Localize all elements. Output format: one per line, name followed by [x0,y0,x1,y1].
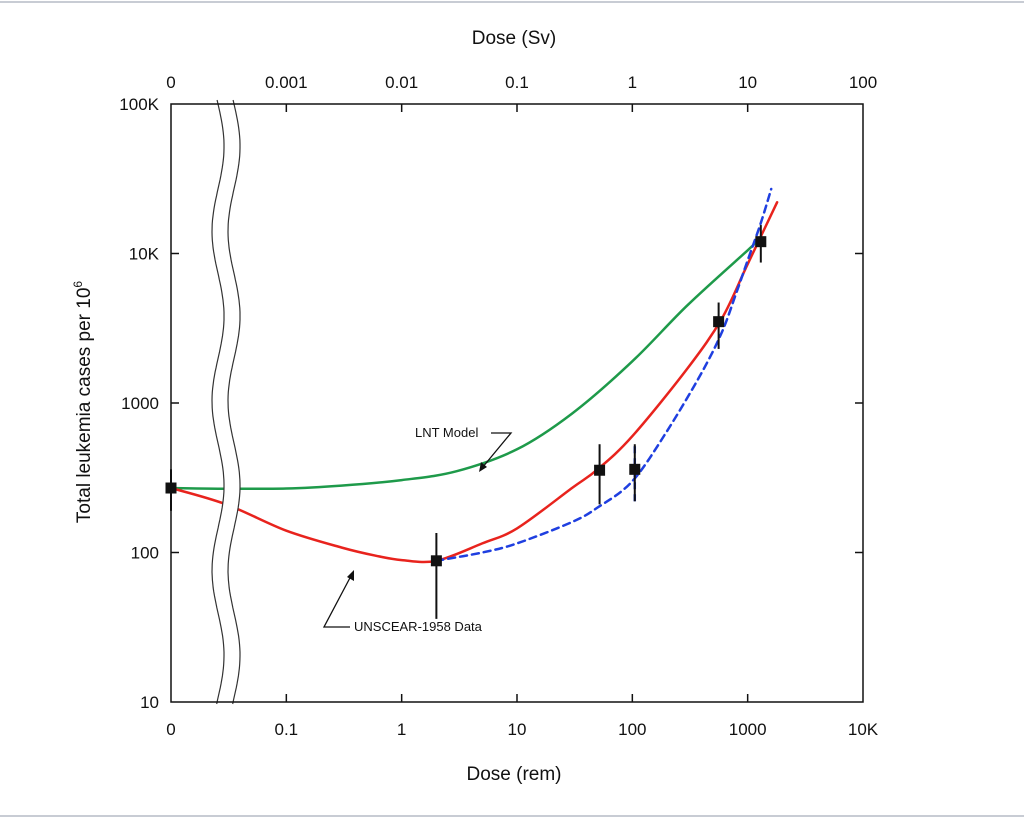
x-tick-label: 1 [397,720,406,739]
annotation-unscear-text: UNSCEAR-1958 Data [354,619,483,634]
y-axis-label-text: Total leukemia cases per 10 [74,288,95,524]
annotation-unscear-arrow [322,573,353,628]
series-line-dashed-fit-2 [435,187,773,563]
x-tick-label: 10 [508,720,527,739]
data-point-marker [713,316,725,328]
data-point-5 [755,225,767,263]
annotation-unscear-arrowhead [347,570,354,581]
y-tick-label: 10 [140,693,159,712]
ticks-group: 0 0.1 1 10 100 1000 10K 0 0.001 0.01 0.1 1 10 100 10 10… [119,73,878,739]
y-tick-label: 1000 [121,394,159,413]
data-point-marker [594,464,606,476]
axis-break [211,99,241,705]
x2-tick-label: 100 [849,73,877,92]
data-point-marker [755,236,767,248]
x2-tick-label: 0 [166,73,175,92]
annotation-lnt-model-text: LNT Model [415,425,478,440]
data-point-1 [430,533,442,619]
data-point-marker [629,463,641,475]
x2-tick-label: 0.001 [265,73,308,92]
y-tick-label: 100 [131,544,159,563]
series-line-lnt-model [169,240,759,491]
x-tick-label: 1000 [729,720,767,739]
axis-break-gap [212,100,240,704]
annotation-lnt-model: LNT Model [415,425,513,472]
x-tick-label: 10K [848,720,879,739]
axis-break-right-wave [227,99,241,705]
plot-area [171,104,863,702]
y-tick-label: 100K [119,95,159,114]
y-tick-label: 10K [129,245,160,264]
x-tick-label: 0.1 [275,720,299,739]
x2-tick-label: 0.01 [385,73,418,92]
data-point-2 [594,444,606,505]
x2-tick-label: 1 [628,73,637,92]
series-line-unscear-1958-data [169,201,779,564]
data-point-3 [629,444,641,502]
annotations-group: LNT Model UNSCEAR-1958 Data [322,425,513,634]
x-tick-label: 0 [166,720,175,739]
axis-break-left-wave [211,99,225,705]
y-axis-label: Total leukemia cases per 106 [71,281,95,524]
x2-tick-label: 0.1 [505,73,529,92]
x-axis-label: Dose (rem) [466,764,561,785]
annotation-lnt-model-arrow [481,432,513,469]
plot-background [171,104,863,702]
x2-axis-label: Dose (Sv) [472,28,556,49]
data-point-marker [430,555,442,567]
y-axis-label-sup: 6 [71,281,85,288]
annotation-unscear: UNSCEAR-1958 Data [322,570,483,634]
data-point-4 [713,302,725,349]
x2-tick-label: 10 [738,73,757,92]
x-tick-label: 100 [618,720,646,739]
annotation-lnt-model-arrowhead [479,462,487,472]
